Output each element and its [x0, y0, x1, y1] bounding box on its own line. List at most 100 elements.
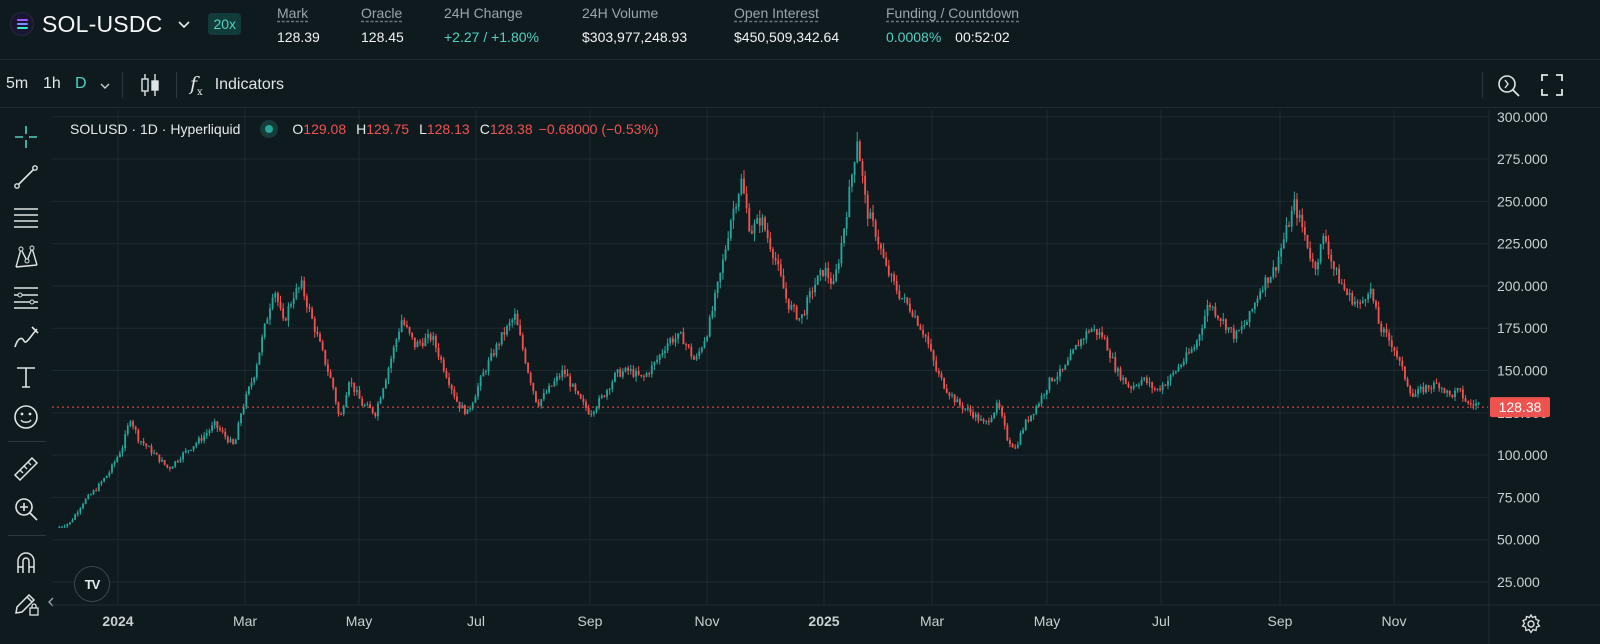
timeframe-d[interactable]: D	[75, 75, 87, 92]
timeframe-1h[interactable]: 1h	[43, 75, 61, 92]
candle-body	[858, 141, 861, 162]
candle-body	[782, 275, 785, 289]
candle-body	[563, 370, 566, 374]
candle-body	[1169, 374, 1172, 381]
indicators-button[interactable]: fx Indicators	[190, 70, 284, 100]
settings-gear-icon[interactable]	[1520, 613, 1542, 635]
stat-label[interactable]: Oracle	[361, 5, 403, 21]
legend-low-label: L	[419, 121, 427, 137]
price-chart[interactable]: 300.000 275.000 250.000 225.000 200.000 175.0…	[52, 110, 1600, 644]
emoji-tool[interactable]	[9, 400, 43, 434]
candle-body	[740, 178, 743, 195]
candle-body	[479, 376, 482, 387]
candle-body	[71, 519, 74, 523]
candle-body	[824, 268, 827, 277]
solana-logo-icon	[10, 12, 34, 36]
price-tick-label: 75.000	[1497, 489, 1540, 505]
candle-body	[966, 408, 969, 410]
horizontal-lines-icon	[14, 208, 38, 228]
stat-label[interactable]: Open Interest	[734, 5, 819, 21]
candle-body	[221, 430, 224, 432]
candle-body	[1135, 385, 1138, 387]
crosshair-tool[interactable]	[9, 120, 43, 154]
time-tick-label: 2025	[808, 613, 839, 629]
candle-body	[798, 317, 801, 320]
stat-label[interactable]: Funding / Countdown	[886, 5, 1020, 21]
candle-body	[840, 243, 843, 264]
candle-body	[706, 336, 709, 341]
horizontal-lines-tool[interactable]	[9, 200, 43, 234]
magnet-tool[interactable]	[9, 546, 43, 580]
text-tool[interactable]	[9, 360, 43, 394]
candle-body	[498, 344, 501, 346]
candle-body	[253, 377, 256, 383]
fib-tool[interactable]	[9, 280, 43, 314]
tradingview-logo[interactable]: TV	[74, 566, 110, 602]
candle-body	[1359, 302, 1362, 304]
candle-body	[61, 526, 63, 528]
candle-body	[943, 377, 946, 389]
candle-body	[1296, 199, 1298, 218]
price-axis[interactable]: 300.000 275.000 250.000 225.000 200.000 175.0…	[1497, 110, 1548, 590]
function-icon: fx	[190, 72, 203, 98]
candle-body	[1396, 350, 1398, 358]
time-axis[interactable]: 2024 Mar May Jul Sep Nov 2025 Mar May Jul Sep Nov	[102, 613, 1406, 629]
candle-body	[226, 436, 229, 443]
stat-label[interactable]: Mark	[277, 5, 309, 21]
candle-body	[893, 274, 896, 282]
ruler-tool[interactable]	[9, 452, 43, 486]
candle-body	[685, 344, 687, 346]
candle-body	[1090, 329, 1093, 332]
candle-body	[255, 364, 258, 378]
lock-drawings-tool[interactable]	[9, 586, 43, 620]
candle-body	[911, 311, 914, 317]
trendline-tool[interactable]	[9, 160, 43, 194]
candle-body	[492, 353, 495, 356]
candle-body	[1177, 366, 1180, 372]
candle-body	[147, 446, 150, 448]
screenshot-search-icon[interactable]	[1496, 72, 1522, 98]
candle-body	[1382, 328, 1385, 333]
candle-body	[1051, 377, 1054, 381]
candle-body	[887, 265, 890, 276]
legend-title[interactable]: SOLUSD · 1D · Hyperliquid	[70, 121, 241, 137]
fullscreen-icon[interactable]	[1540, 73, 1564, 97]
candle-body	[477, 386, 479, 397]
candle-body	[382, 388, 385, 398]
candle-body	[1130, 386, 1133, 389]
candles-icon[interactable]	[138, 72, 162, 98]
candle-body	[990, 417, 993, 423]
price-tick-label: 175.000	[1497, 320, 1548, 336]
zoom-tool[interactable]	[9, 492, 43, 526]
stat-value: $303,977,248.93	[582, 29, 688, 45]
candle-body	[756, 218, 759, 224]
collapse-toolbar-icon[interactable]	[47, 596, 55, 608]
candle-body	[408, 327, 411, 333]
candle-body	[716, 281, 719, 294]
candle-body	[292, 298, 295, 305]
price-tick-label: 275.000	[1497, 151, 1548, 167]
candle-body	[890, 274, 893, 276]
timeframe-5m[interactable]: 5m	[6, 75, 29, 92]
brush-tool[interactable]	[9, 320, 43, 354]
candle-body	[216, 421, 219, 429]
time-tick-label: Sep	[1268, 613, 1293, 629]
candle-body	[616, 369, 619, 373]
candle-body	[1261, 290, 1264, 292]
candle-body	[985, 420, 988, 422]
candle-body	[724, 249, 727, 260]
candle-body	[176, 461, 179, 463]
leverage-badge[interactable]: 20x	[208, 13, 242, 35]
chevron-down-icon[interactable]	[176, 16, 192, 32]
symbol-selector[interactable]: SOL-USDC 20x	[10, 10, 242, 38]
candle-body	[1309, 247, 1312, 259]
candle-body	[421, 342, 424, 347]
stat-value: $450,509,342.64	[734, 29, 840, 45]
stat-mark: Mark 128.39	[277, 4, 320, 46]
candle-body	[1343, 283, 1346, 290]
candle-body	[1098, 332, 1101, 335]
pattern-tool[interactable]	[9, 240, 43, 274]
chevron-down-icon[interactable]	[99, 80, 111, 92]
candle-body	[1430, 388, 1433, 390]
candle-body	[779, 264, 782, 276]
